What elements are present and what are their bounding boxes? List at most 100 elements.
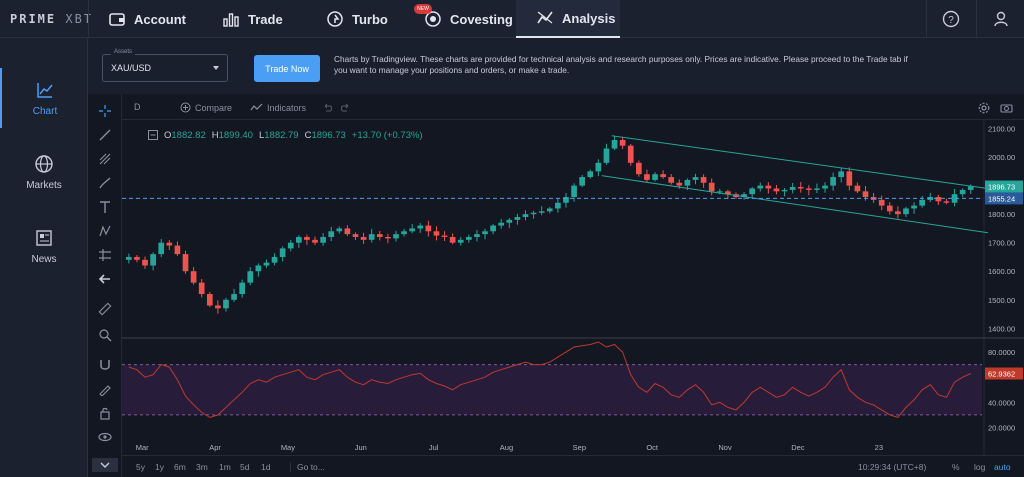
prediction-tool[interactable] [96, 246, 114, 264]
candle-body [409, 228, 415, 232]
nav-covesting-label: Covesting [450, 11, 513, 27]
candle-body [134, 256, 140, 260]
back-tool[interactable] [96, 270, 114, 288]
magnet-tool[interactable] [96, 356, 114, 374]
help-button[interactable]: ? [926, 0, 976, 38]
sidebar-item-chart[interactable]: Chart [0, 68, 88, 128]
candle-body [587, 171, 594, 178]
sidebar-item-markets[interactable]: Markets [0, 142, 88, 202]
x-tick-label: Mar [136, 443, 149, 452]
bar-chart-icon [223, 13, 239, 27]
candle-body [967, 186, 974, 190]
plus-circle-icon [180, 102, 191, 113]
candle-body [255, 265, 262, 272]
trendline-tool[interactable] [96, 126, 114, 144]
candle-body [951, 194, 958, 203]
visibility-tool[interactable] [96, 428, 114, 446]
candle-body [490, 225, 496, 232]
range-3m[interactable]: 3m [196, 462, 208, 472]
zoom-icon [99, 329, 112, 342]
trade-now-button[interactable]: Trade Now [254, 55, 320, 82]
interval-button[interactable]: D [134, 102, 141, 112]
clock-display[interactable]: 10:29:34 (UTC+8) [858, 462, 927, 472]
undo-button[interactable] [322, 102, 333, 113]
candle-body [530, 212, 537, 215]
candle-body [231, 294, 237, 300]
candle-body [757, 185, 764, 189]
pattern-tool[interactable] [96, 222, 114, 240]
nav-covesting[interactable]: Covesting [424, 0, 513, 38]
auto-scale-toggle[interactable]: auto [994, 462, 1011, 472]
range-5y[interactable]: 5y [136, 462, 145, 472]
sidebar-item-label: News [31, 253, 57, 265]
rsi-last-tag [985, 367, 1023, 380]
candle-body [368, 234, 375, 240]
candle-body [822, 185, 828, 189]
fib-tool[interactable] [96, 150, 114, 168]
candle-body [644, 174, 650, 180]
percent-scale-toggle[interactable]: % [952, 462, 960, 472]
goto-date-button[interactable]: Go to... [290, 462, 325, 472]
chart-icon [37, 82, 53, 98]
candle-body [919, 199, 925, 206]
candle-body [878, 199, 885, 206]
screenshot-button[interactable] [1000, 102, 1013, 113]
candle-body [895, 211, 901, 215]
ohlc-open: 1882.82 [171, 130, 206, 141]
zoom-tool[interactable] [96, 326, 114, 344]
profile-button[interactable] [976, 0, 1024, 38]
candle-body [603, 148, 610, 163]
crosshair-tool[interactable] [96, 102, 114, 120]
range-1y[interactable]: 1y [155, 462, 164, 472]
nav-analysis[interactable]: Analysis [516, 0, 620, 38]
chart-widget: D Compare Indicators 2100.002000.001900.… [88, 94, 1024, 477]
magnet-icon [100, 360, 110, 370]
brush-tool[interactable] [96, 174, 114, 192]
candle-body [474, 234, 480, 237]
sidebar-item-label: Markets [26, 179, 62, 191]
nav-account[interactable]: Account [108, 0, 186, 38]
logo-thin: XBT [65, 12, 94, 26]
candle-body [555, 202, 561, 209]
price-chart[interactable]: 2100.002000.001900.001800.001700.001600.… [122, 120, 1024, 455]
candle-body [522, 214, 529, 218]
candle-body [271, 256, 278, 263]
text-tool[interactable] [96, 198, 114, 216]
candle-body [911, 205, 917, 209]
candle-body [287, 242, 294, 249]
settings-button[interactable] [978, 102, 990, 114]
range-1d[interactable]: 1d [261, 462, 271, 472]
lock-tool[interactable] [96, 404, 114, 422]
candle-body [571, 185, 577, 198]
trendline-icon [99, 129, 111, 141]
svg-text:?: ? [948, 15, 954, 26]
indicators-button[interactable]: Indicators [250, 102, 306, 113]
range-1m[interactable]: 1m [219, 462, 231, 472]
rsi-tick-label: 80.0000 [988, 348, 1015, 357]
price-tick-label: 2000.00 [988, 153, 1015, 162]
log-scale-toggle[interactable]: log [974, 462, 986, 472]
asset-select[interactable]: Assets XAU/USD [102, 49, 228, 82]
candle-body [765, 185, 772, 189]
candle-body [716, 191, 723, 193]
candle-body [611, 139, 618, 149]
candle-body [352, 234, 359, 237]
candle-body [174, 245, 181, 255]
pattern-icon [99, 225, 111, 237]
logo[interactable]: PRIME XBT [10, 12, 93, 26]
expand-tools-button[interactable] [92, 458, 118, 472]
candle-body [126, 256, 132, 260]
stay-drawing-tool[interactable] [96, 380, 114, 398]
sidebar-item-news[interactable]: News [0, 216, 88, 276]
ohlc-open-key: O [164, 130, 172, 141]
collapse-legend-icon[interactable] [148, 130, 158, 140]
nav-turbo[interactable]: Turbo [326, 0, 388, 38]
chart-footer-toolbar: 5y 1y 6m 3m 1m 5d 1d Go to... 10:29:34 (… [122, 455, 1024, 477]
redo-button[interactable] [340, 102, 351, 113]
candle-body [660, 174, 666, 178]
range-5d[interactable]: 5d [240, 462, 250, 472]
nav-trade[interactable]: Trade [222, 0, 283, 38]
compare-button[interactable]: Compare [180, 102, 232, 113]
ruler-tool[interactable] [96, 300, 114, 318]
range-6m[interactable]: 6m [174, 462, 186, 472]
